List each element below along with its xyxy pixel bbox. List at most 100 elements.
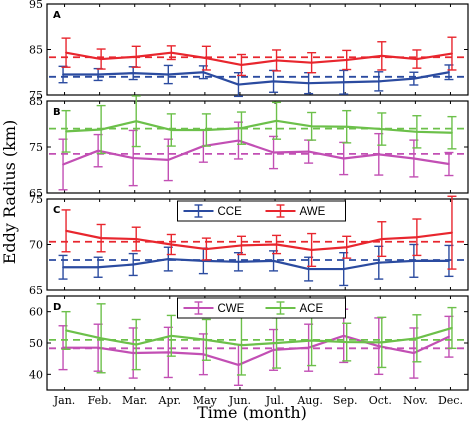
panel-letter: A — [53, 10, 61, 21]
data-point — [380, 128, 383, 130]
data-point — [415, 130, 418, 133]
data-point — [65, 51, 67, 54]
data-point — [412, 77, 415, 80]
legend: CCE AWE — [177, 200, 346, 222]
data-point — [310, 61, 313, 64]
data-point — [345, 246, 348, 249]
data-point — [377, 153, 380, 156]
data-point — [205, 338, 208, 341]
data-point — [135, 238, 138, 240]
data-point — [97, 73, 100, 76]
data-point — [448, 163, 450, 165]
data-point — [132, 72, 135, 75]
series-ace — [49, 95, 466, 155]
x-tick-label: Apr. — [158, 394, 182, 407]
data-point — [310, 249, 313, 251]
data-point — [62, 73, 64, 76]
x-tick-label: Nov. — [403, 394, 428, 407]
series-line — [65, 229, 453, 252]
data-point — [65, 329, 67, 332]
y-tick-label: 40 — [29, 368, 43, 381]
data-point — [451, 52, 453, 55]
panel-letter: D — [53, 302, 61, 313]
panel-b: 65 75 85 B — [29, 95, 469, 200]
panel-d: 40 50 60 D CWE ACE — [29, 295, 469, 391]
data-point — [170, 334, 173, 337]
data-point — [170, 243, 173, 246]
data-point — [132, 352, 135, 354]
data-point — [237, 364, 240, 366]
x-tick-label: Oct. — [369, 394, 392, 407]
data-point — [97, 266, 100, 269]
y-tick-label: 60 — [29, 306, 43, 319]
data-point — [345, 125, 348, 128]
data-point — [167, 351, 170, 354]
legend-item-ace: ACE — [265, 301, 323, 315]
legend: CWE ACE — [177, 297, 346, 319]
series-line — [65, 326, 453, 347]
data-point — [202, 71, 205, 74]
data-point — [412, 352, 415, 354]
data-point — [377, 80, 380, 83]
data-point — [167, 158, 170, 161]
series-line — [63, 71, 450, 86]
data-point — [135, 120, 138, 123]
y-tick-label: 85 — [29, 44, 43, 57]
data-point — [342, 334, 345, 337]
data-point — [132, 157, 135, 159]
series-line — [63, 257, 449, 271]
data-point — [275, 243, 278, 246]
data-point — [237, 83, 240, 86]
data-point — [135, 343, 138, 346]
data-point — [170, 51, 173, 54]
y-tick-label: 70 — [29, 239, 43, 252]
data-point — [448, 71, 450, 74]
panel-a: 75 85 95 A — [29, 0, 469, 102]
data-point — [342, 268, 345, 270]
panel-letter: C — [53, 205, 60, 216]
data-point — [240, 127, 243, 130]
data-point — [272, 151, 275, 154]
data-point — [272, 259, 275, 262]
series-cce — [49, 64, 466, 98]
y-tick-label: 75 — [29, 193, 43, 206]
data-point — [135, 55, 138, 58]
x-axis-title: Time (month) — [197, 403, 307, 422]
x-tick-label: Jan. — [53, 394, 76, 407]
legend-box — [177, 297, 346, 319]
data-point — [380, 238, 383, 240]
data-point — [377, 261, 380, 264]
data-point — [377, 345, 380, 348]
y-tick-label: 65 — [29, 187, 43, 200]
data-point — [167, 258, 170, 260]
y-axis-title: Eddy Radius (km) — [0, 120, 19, 265]
data-point — [240, 64, 243, 66]
legend-label: AWE — [300, 206, 326, 218]
x-tick-label: Mar. — [122, 394, 147, 407]
panel-frame — [46, 3, 469, 96]
data-point — [310, 339, 313, 342]
data-point — [380, 54, 383, 57]
series-cce — [49, 243, 466, 287]
data-point — [415, 58, 418, 60]
data-point — [307, 150, 310, 153]
data-point — [310, 125, 313, 128]
x-tick-label: Sep. — [333, 394, 358, 407]
data-point — [62, 266, 64, 269]
data-point — [272, 348, 275, 351]
data-point — [100, 337, 103, 340]
data-point — [205, 248, 208, 250]
legend-item-awe: AWE — [265, 204, 326, 218]
data-point — [100, 237, 103, 240]
data-point — [167, 73, 170, 76]
series-line — [65, 51, 453, 67]
data-point — [205, 57, 208, 60]
x-tick-label: Aug. — [296, 394, 323, 407]
data-point — [342, 81, 345, 84]
x-tick-label: Jun. — [228, 394, 251, 407]
data-point — [272, 80, 275, 83]
y-tick-label: 50 — [29, 337, 43, 350]
series-ace — [49, 303, 466, 376]
data-point — [307, 268, 310, 270]
data-point — [62, 163, 64, 166]
